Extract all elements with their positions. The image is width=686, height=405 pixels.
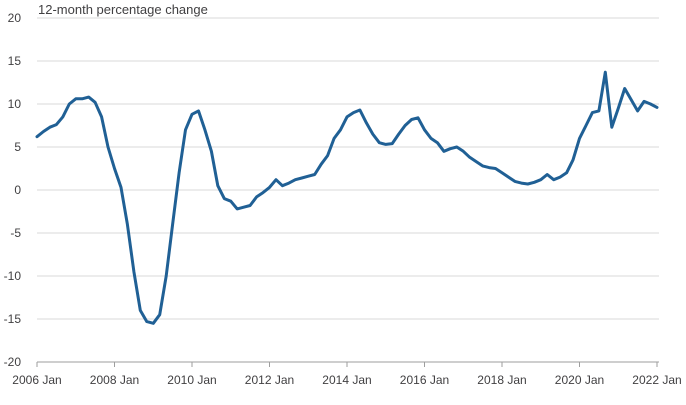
y-tick-label: 10 <box>8 97 22 111</box>
y-tick-label: -5 <box>10 226 21 240</box>
tick-labels: 20 15 10 5 0 -5 -10 -15 -20 2006 Jan 2008 Jan 2010 … <box>4 11 682 387</box>
x-tick-label: 2012 Jan <box>245 373 294 387</box>
x-tick-label: 2022 Jan <box>632 373 681 387</box>
series-line <box>35 70 659 325</box>
y-tick-label: -10 <box>4 269 22 283</box>
axes <box>36 361 659 367</box>
y-tick-label: 15 <box>8 54 22 68</box>
x-tick-label: 2010 Jan <box>167 373 216 387</box>
x-tick-label: 2020 Jan <box>555 373 604 387</box>
x-tick-label: 2006 Jan <box>12 373 61 387</box>
x-tick-label: 2008 Jan <box>90 373 139 387</box>
y-tick-label: 20 <box>8 11 22 25</box>
x-tick-label: 2016 Jan <box>400 373 449 387</box>
x-tick-label: 2018 Jan <box>477 373 526 387</box>
y-tick-label: -20 <box>4 355 22 369</box>
y-tick-label: 5 <box>14 140 21 154</box>
gridlines <box>37 17 659 320</box>
x-tick-label: 2014 Jan <box>322 373 371 387</box>
y-tick-label: -15 <box>4 312 22 326</box>
y-axis-label: 12-month percentage change <box>38 2 208 17</box>
series <box>35 70 659 325</box>
y-tick-label: 0 <box>14 183 21 197</box>
